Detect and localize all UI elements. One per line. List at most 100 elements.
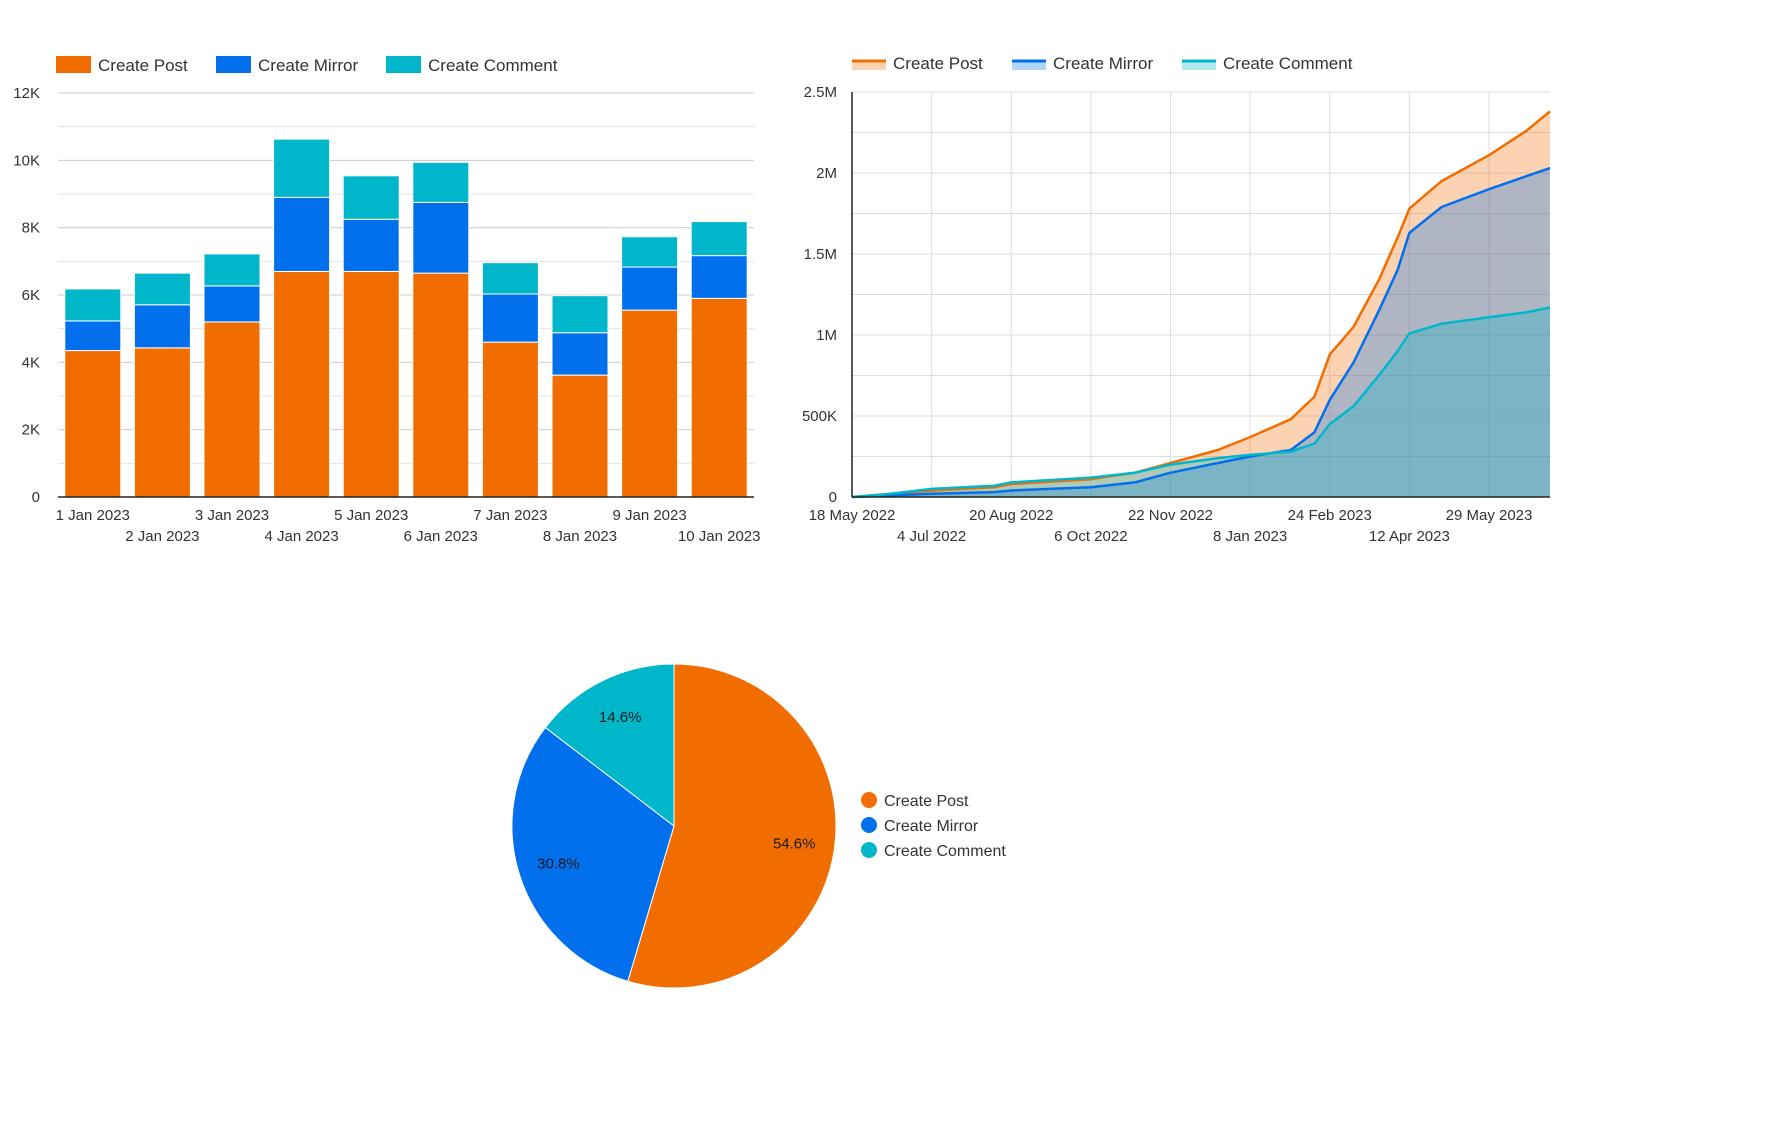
x-tick-label: 8 Jan 2023 <box>1213 528 1287 545</box>
legend-label-3: Create Comment <box>884 843 1006 860</box>
area-chart-group: Create Post Create Mirror Create Comment 18… <box>802 54 1551 545</box>
y-tick-label: 1.5M <box>804 246 837 263</box>
area-fill-create-post <box>852 111 1550 498</box>
legend-swatch-2 <box>216 56 251 73</box>
x-tick-label: 3 Jan 2023 <box>195 507 269 524</box>
x-tick-label: 29 May 2023 <box>1446 507 1533 524</box>
x-tick-label: 1 Jan 2023 <box>56 507 130 524</box>
y-tick-label: 2.5M <box>804 84 837 101</box>
y-tick-label: 4K <box>22 354 40 371</box>
y-tick-label: 0 <box>829 489 837 506</box>
bar-segment <box>133 304 191 349</box>
series-line-create-comment <box>851 306 1551 499</box>
x-tick-label: 7 Jan 2023 <box>473 507 547 524</box>
x-tick-label: 24 Feb 2023 <box>1288 507 1372 524</box>
x-tick-label: 9 Jan 2023 <box>612 507 686 524</box>
legend-label-2: Create Mirror <box>258 56 358 75</box>
bar-chart-legend: Create Post Create Mirror Create Comment <box>56 56 558 75</box>
x-tick-label: 18 May 2022 <box>809 507 896 524</box>
x-tick-label: 12 Apr 2023 <box>1369 528 1450 545</box>
legend-swatch-2 <box>1012 60 1046 70</box>
legend-label-2: Create Mirror <box>884 818 979 835</box>
x-tick-label: 8 Jan 2023 <box>543 528 617 545</box>
x-tick-label: 10 Jan 2023 <box>678 528 761 545</box>
bar-segment <box>412 272 470 498</box>
y-tick-label: 8K <box>22 220 40 237</box>
bar-segment <box>621 309 679 498</box>
pie-value-label: 14.6% <box>599 709 642 726</box>
x-tick-label: 5 Jan 2023 <box>334 507 408 524</box>
pie-value-label: 54.6% <box>773 835 816 852</box>
bar-segment <box>342 175 400 220</box>
pie-slice-create-comment <box>544 663 675 828</box>
pie-chart-legend: Create Post Create Mirror Create Comment <box>861 792 1006 860</box>
bar-segment <box>64 288 122 322</box>
area-fill-create-comment <box>852 307 1550 497</box>
series-line-create-mirror <box>851 166 1551 499</box>
legend-label-1: Create Post <box>884 793 969 810</box>
legend-label-3: Create Comment <box>428 56 558 75</box>
bar-segment <box>412 201 470 274</box>
legend-label-3: Create Comment <box>1223 54 1353 73</box>
bar-segment <box>551 332 609 376</box>
x-tick-label: 6 Oct 2022 <box>1054 528 1127 545</box>
x-tick-label: 20 Aug 2022 <box>969 507 1053 524</box>
y-tick-label: 12K <box>13 85 40 102</box>
bar-segment <box>203 253 261 287</box>
y-tick-label: 10K <box>13 152 40 169</box>
legend-swatch-1 <box>56 56 91 73</box>
legend-swatch-1 <box>852 60 886 70</box>
legend-label-1: Create Post <box>893 54 983 73</box>
bar-segment <box>551 295 609 334</box>
legend-swatch-3 <box>1182 60 1216 70</box>
bar-chart-group: Create Post Create Mirror Create Comment 0 2… <box>13 56 760 545</box>
bar-segment <box>551 374 609 498</box>
bar-segment <box>342 218 400 272</box>
x-tick-label: 22 Nov 2022 <box>1128 507 1213 524</box>
legend-label-2: Create Mirror <box>1053 54 1153 73</box>
y-tick-label: 2M <box>816 165 837 182</box>
bar-segment <box>273 196 331 272</box>
bar-segment <box>690 255 748 299</box>
legend-swatch-3 <box>386 56 421 73</box>
bar-segment <box>342 270 400 498</box>
x-tick-label: 2 Jan 2023 <box>125 528 199 545</box>
bar-segment <box>203 285 261 323</box>
pie-value-label: 30.8% <box>537 856 580 873</box>
area-chart-legend: Create Post Create Mirror Create Comment <box>852 54 1353 73</box>
bar-segment <box>64 350 122 498</box>
bar-segment <box>64 320 122 352</box>
pie-slice-create-post <box>627 663 837 989</box>
legend-marker-2 <box>861 817 877 833</box>
y-tick-label: 500K <box>802 408 837 425</box>
bar-segment <box>203 321 261 498</box>
bar-segment <box>481 341 539 498</box>
bar-segment <box>690 297 748 498</box>
x-tick-label: 4 Jan 2023 <box>264 528 338 545</box>
bar-segment <box>690 221 748 257</box>
area-fill-create-mirror <box>852 168 1550 497</box>
bar-segment <box>621 236 679 268</box>
y-tick-label: 6K <box>22 287 40 304</box>
bar-segment <box>273 138 331 198</box>
bar-segment <box>481 293 539 343</box>
bar-segment <box>273 270 331 498</box>
legend-marker-3 <box>861 842 877 858</box>
bar-segment <box>481 262 539 295</box>
legend-label-1: Create Post <box>98 56 188 75</box>
x-tick-label: 4 Jul 2022 <box>897 528 966 545</box>
bar-segment <box>621 266 679 311</box>
series-line-create-post <box>851 110 1551 499</box>
bar-segment <box>133 272 191 306</box>
pie-slice-create-mirror <box>511 726 675 982</box>
legend-marker-1 <box>861 792 877 808</box>
bar-segment <box>133 347 191 498</box>
y-tick-label: 2K <box>22 422 40 439</box>
x-tick-label: 6 Jan 2023 <box>404 528 478 545</box>
y-tick-label: 0 <box>32 489 40 506</box>
y-tick-label: 1M <box>816 327 837 344</box>
bar-segment <box>412 161 470 203</box>
